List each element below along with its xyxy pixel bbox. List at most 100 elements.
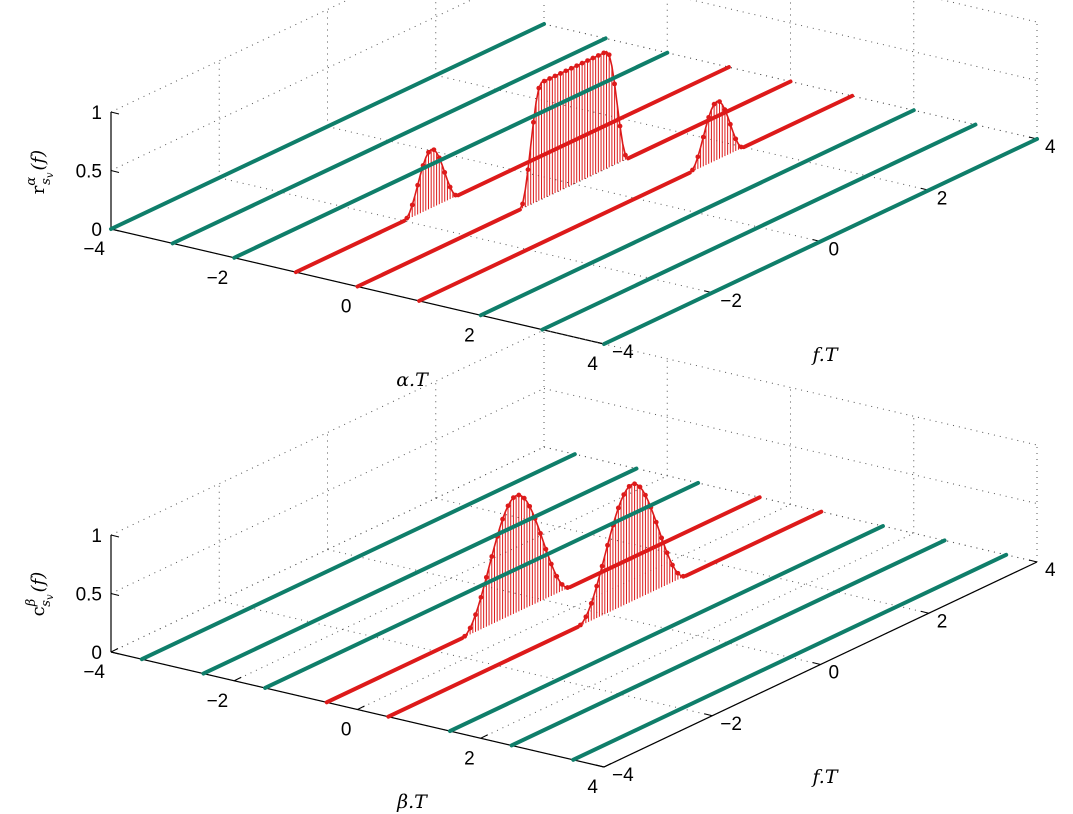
stem-marker bbox=[653, 519, 659, 525]
stem-marker bbox=[483, 574, 489, 580]
grid-line bbox=[689, 0, 1038, 81]
x-tick bbox=[110, 648, 119, 653]
tick-labels: −4 −2 0 2 4 −4 −2 0 2 4 0 0.5 1 bbox=[76, 103, 1056, 375]
baseline-markers bbox=[571, 552, 1009, 762]
baseline-markers bbox=[201, 466, 639, 676]
stem-marker bbox=[615, 505, 621, 511]
stem-marker bbox=[563, 68, 569, 74]
stem-marker bbox=[538, 531, 543, 536]
stem-marker bbox=[601, 50, 607, 56]
stem-marker bbox=[478, 594, 484, 600]
stem-marker bbox=[643, 492, 648, 498]
stem-marker bbox=[543, 546, 549, 552]
active-stem-series bbox=[324, 492, 762, 705]
baseline-markers bbox=[324, 636, 464, 705]
baseline-markers bbox=[232, 50, 670, 260]
stem-marker bbox=[583, 614, 589, 620]
baseline-markers bbox=[568, 495, 762, 589]
x-tick-label: −2 bbox=[207, 268, 229, 289]
stem-marker bbox=[527, 503, 533, 509]
y-axis-label: f.T bbox=[810, 766, 838, 788]
z-axis-label: cβsv(f) bbox=[24, 572, 56, 617]
z-tick bbox=[110, 170, 120, 173]
z-tick-label: 1 bbox=[91, 103, 102, 124]
stem-marker bbox=[711, 101, 717, 107]
envelope bbox=[519, 50, 629, 210]
x-axis-label: α.T bbox=[396, 369, 429, 391]
stem-marker bbox=[594, 583, 600, 589]
axes-box bbox=[110, 534, 1038, 768]
y-tick-label: −2 bbox=[720, 714, 742, 735]
baseline-markers bbox=[386, 625, 580, 719]
stem-marker bbox=[568, 65, 574, 71]
active-stem-series bbox=[386, 481, 824, 719]
grid-line bbox=[435, 74, 929, 191]
x-axis-label: β.T bbox=[396, 791, 428, 813]
grid-line bbox=[110, 388, 545, 594]
stem-marker bbox=[664, 550, 670, 556]
z-tick-label: 1 bbox=[91, 526, 102, 547]
z-tick-label: 0.5 bbox=[76, 585, 102, 606]
stem-marker bbox=[409, 202, 415, 208]
stem-marker bbox=[595, 53, 601, 58]
stem-marker bbox=[605, 542, 610, 548]
zero-stem-series bbox=[201, 466, 639, 676]
stem-marker bbox=[521, 495, 527, 501]
stem-marker bbox=[548, 561, 554, 567]
y-tick bbox=[704, 713, 713, 717]
grid-line bbox=[327, 549, 821, 665]
y-tick-label: 0 bbox=[829, 240, 840, 261]
stem-marker bbox=[447, 184, 453, 190]
grid-line bbox=[543, 329, 1038, 446]
grid-line bbox=[357, 504, 791, 710]
x-tick-label: 4 bbox=[587, 777, 598, 798]
stem-marker bbox=[637, 484, 643, 490]
stem-marker bbox=[579, 60, 585, 66]
zero-stem-series bbox=[170, 36, 608, 246]
y-tick-label: 4 bbox=[1045, 137, 1056, 158]
grid-line bbox=[435, 497, 929, 614]
y-tick bbox=[595, 764, 605, 768]
baseline-markers bbox=[355, 207, 522, 289]
stem-marker bbox=[431, 147, 437, 153]
z-tick bbox=[110, 651, 120, 655]
stem-marker bbox=[453, 192, 458, 198]
y-tick-label: 0 bbox=[829, 663, 840, 684]
y-tick-label: 2 bbox=[937, 188, 948, 209]
x-tick-label: 2 bbox=[464, 748, 475, 769]
stem-marker bbox=[626, 483, 632, 489]
x-tick bbox=[603, 763, 612, 768]
baseline-markers bbox=[509, 538, 947, 748]
stem-marker bbox=[632, 481, 637, 487]
stem-marker bbox=[695, 154, 701, 160]
z-tick bbox=[110, 534, 120, 538]
z-tick-label: 0 bbox=[91, 643, 102, 664]
stem-marker bbox=[547, 76, 553, 81]
z-tick-label: 0 bbox=[91, 220, 102, 241]
zero-stem-series bbox=[447, 524, 885, 734]
zero-stem-series bbox=[540, 122, 978, 332]
x-tick bbox=[357, 705, 365, 710]
stem-marker bbox=[516, 492, 522, 498]
stem-marker bbox=[511, 495, 516, 501]
stem-marker bbox=[617, 123, 623, 129]
grid-line bbox=[543, 23, 1038, 140]
x-tick-label: 4 bbox=[587, 354, 598, 375]
grid-line bbox=[219, 177, 713, 294]
x-tick bbox=[480, 734, 488, 739]
baseline-markers bbox=[456, 65, 731, 198]
stem-marker bbox=[599, 563, 605, 569]
active-stem-series bbox=[355, 50, 793, 289]
stem-marker bbox=[541, 78, 547, 84]
y-tick-label: 4 bbox=[1045, 560, 1056, 581]
y-axis-label: f.T bbox=[810, 344, 838, 366]
stem-marker bbox=[623, 152, 628, 158]
baseline-markers bbox=[417, 170, 692, 303]
zero-stem-series bbox=[232, 50, 670, 260]
baseline-markers bbox=[741, 93, 855, 150]
x-tick-label: −2 bbox=[207, 691, 229, 712]
grid-line bbox=[543, 388, 1038, 504]
stem-marker bbox=[621, 492, 627, 497]
stem-marker bbox=[404, 215, 410, 221]
z-tick bbox=[110, 593, 120, 596]
